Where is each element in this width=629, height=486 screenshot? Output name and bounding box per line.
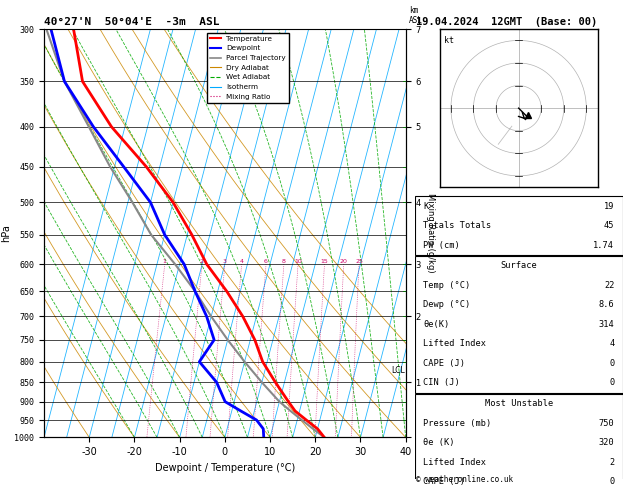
Text: 15: 15 [321,259,328,264]
Text: 10: 10 [294,259,302,264]
Text: 4: 4 [609,339,615,348]
Text: 2: 2 [609,458,615,467]
Text: 20: 20 [340,259,348,264]
Legend: Temperature, Dewpoint, Parcel Trajectory, Dry Adiabat, Wet Adiabat, Isotherm, Mi: Temperature, Dewpoint, Parcel Trajectory… [207,33,289,103]
Text: Lifted Index: Lifted Index [423,339,486,348]
Text: 320: 320 [599,438,615,448]
Text: CAPE (J): CAPE (J) [423,359,465,368]
Text: 1.74: 1.74 [593,241,615,249]
Text: 750: 750 [599,419,615,428]
Text: K: K [423,202,429,210]
Text: 40°27'N  50°04'E  -3m  ASL: 40°27'N 50°04'E -3m ASL [44,17,220,27]
Text: © weatheronline.co.uk: © weatheronline.co.uk [416,474,513,484]
Y-axis label: Mixing Ratio (g/kg): Mixing Ratio (g/kg) [426,193,435,273]
Text: LCL: LCL [391,365,405,375]
Text: 8: 8 [282,259,286,264]
Y-axis label: hPa: hPa [1,225,11,242]
Text: km
ASL: km ASL [409,6,423,25]
Text: 19.04.2024  12GMT  (Base: 00): 19.04.2024 12GMT (Base: 00) [416,17,598,27]
Bar [415,256,623,393]
Text: Dewp (°C): Dewp (°C) [423,300,470,310]
Text: Temp (°C): Temp (°C) [423,281,470,290]
Text: 0: 0 [609,359,615,368]
Text: θe(K): θe(K) [423,320,450,329]
Text: Pressure (mb): Pressure (mb) [423,419,492,428]
Text: 22: 22 [604,281,615,290]
Text: 8.6: 8.6 [599,300,615,310]
Text: 25: 25 [355,259,363,264]
Bar [415,196,623,255]
Text: CAPE (J): CAPE (J) [423,477,465,486]
Text: 314: 314 [599,320,615,329]
Text: 0: 0 [609,477,615,486]
Text: 6: 6 [264,259,268,264]
Text: Lifted Index: Lifted Index [423,458,486,467]
Text: 3: 3 [223,259,227,264]
Text: 45: 45 [604,221,615,230]
Text: Most Unstable: Most Unstable [485,399,553,408]
Text: θe (K): θe (K) [423,438,455,448]
Text: kt: kt [444,35,454,45]
Text: PW (cm): PW (cm) [423,241,460,249]
Text: Totals Totals: Totals Totals [423,221,492,230]
Text: Surface: Surface [501,261,537,270]
Text: 2: 2 [200,259,204,264]
Text: 0: 0 [609,379,615,387]
Bar [415,394,623,486]
Text: 19: 19 [604,202,615,210]
Text: 4: 4 [240,259,243,264]
X-axis label: Dewpoint / Temperature (°C): Dewpoint / Temperature (°C) [155,463,295,473]
Text: 1: 1 [163,259,167,264]
Text: CIN (J): CIN (J) [423,379,460,387]
